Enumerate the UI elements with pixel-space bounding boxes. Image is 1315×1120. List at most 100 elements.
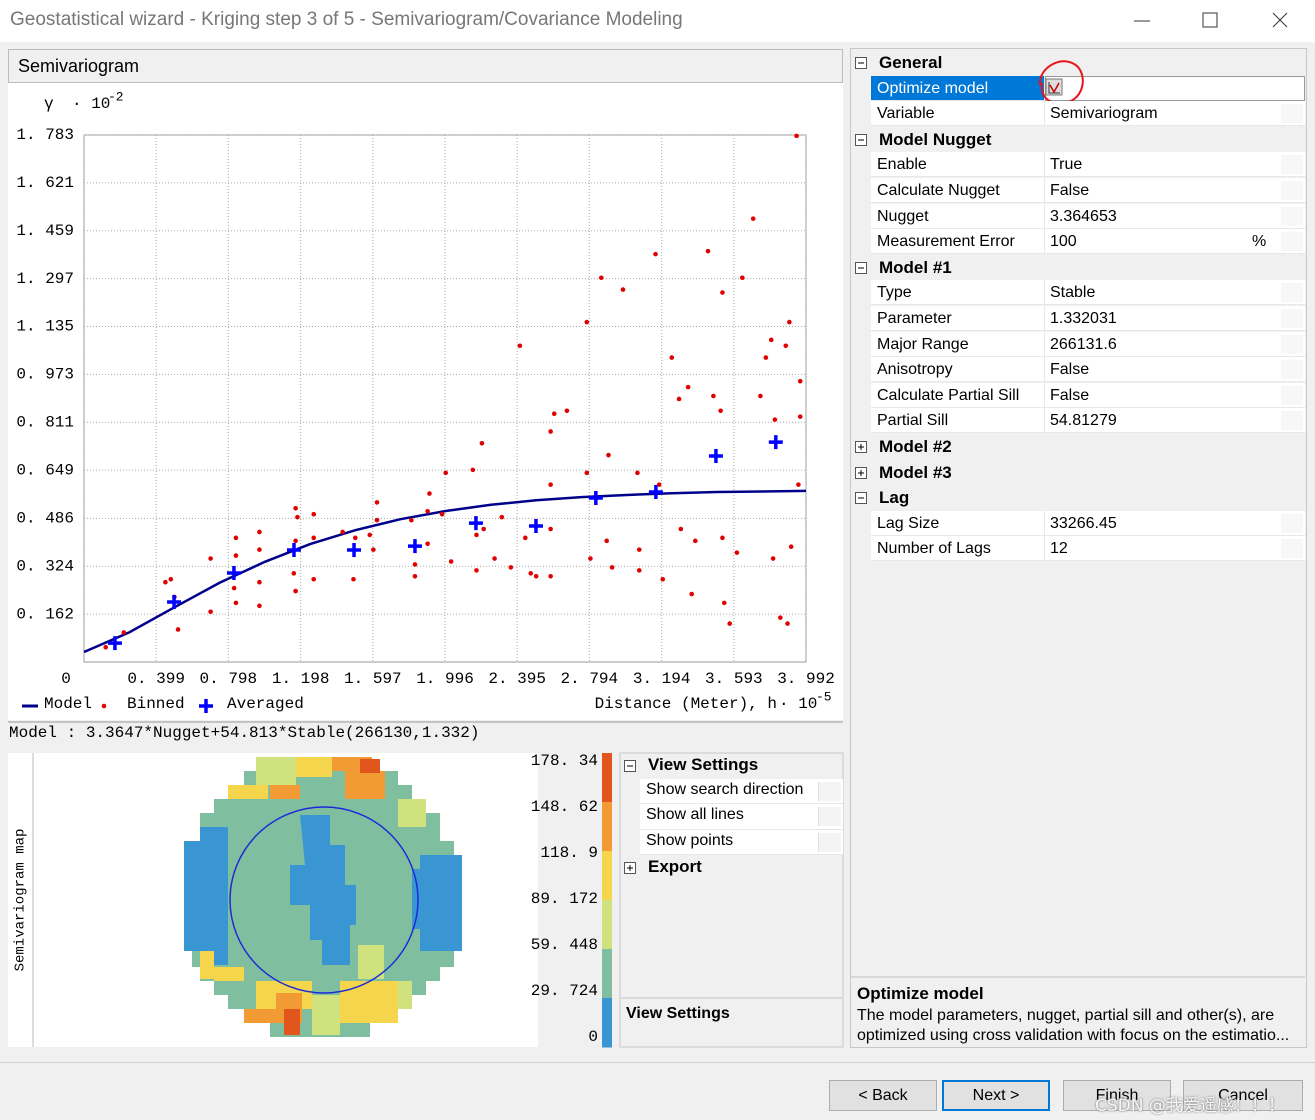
x-tick-label: 1. 597: [344, 670, 402, 688]
binned-point: [163, 579, 168, 585]
averaged-point: [528, 519, 543, 534]
maximize-button[interactable]: [1202, 12, 1218, 28]
property-value[interactable]: [1038, 60, 1305, 104]
property-button[interactable]: [1281, 513, 1303, 533]
averaged-point: [347, 542, 362, 557]
binned-point: [635, 470, 640, 476]
legend-swatch: [101, 703, 107, 709]
property-value[interactable]: 1.332031: [1045, 306, 1305, 331]
property-name: Measurement Error: [871, 229, 1045, 255]
property-row[interactable]: Parameter 1.332031: [851, 306, 1305, 332]
property-row[interactable]: Calculate Partial Sill False: [851, 382, 1305, 409]
setting-button[interactable]: [818, 807, 841, 827]
section-header[interactable]: General: [851, 50, 1305, 76]
binned-point: [768, 337, 774, 343]
property-row[interactable]: Number of Lags 12: [851, 536, 1305, 562]
property-grid: General Optimize model Variable Semivariogr…: [851, 50, 1305, 570]
section-header[interactable]: Model #1: [851, 254, 1305, 281]
expand-toggle[interactable]: [855, 466, 867, 479]
averaged-point: [648, 485, 663, 500]
binned-point: [470, 467, 476, 473]
property-value[interactable]: 33266.45: [1045, 510, 1305, 536]
property-value[interactable]: 12: [1045, 536, 1305, 562]
binned-point: [439, 511, 445, 517]
binned-point: [231, 585, 237, 591]
property-button[interactable]: [1281, 385, 1303, 405]
property-row[interactable]: Anisotropy False: [851, 357, 1305, 383]
property-button[interactable]: [1281, 334, 1303, 354]
property-row[interactable]: Partial Sill 54.81279: [851, 408, 1305, 434]
property-value[interactable]: 266131.6: [1045, 331, 1305, 357]
property-row[interactable]: Measurement Error 100%: [851, 229, 1305, 255]
property-row[interactable]: Type Stable: [851, 280, 1305, 306]
back-button[interactable]: < Back: [829, 1080, 937, 1111]
property-row[interactable]: Optimize model: [851, 60, 1305, 104]
property-value[interactable]: 3.364653: [1045, 203, 1305, 229]
property-button[interactable]: [1281, 283, 1303, 303]
cancel-button[interactable]: Cancel: [1183, 1080, 1303, 1111]
setting-row[interactable]: Show all lines: [640, 804, 843, 830]
property-value[interactable]: Semivariogram: [1045, 101, 1305, 127]
y-tick-label: 0. 973: [16, 366, 74, 384]
property-row[interactable]: Calculate Nugget False: [851, 178, 1305, 204]
setting-row[interactable]: Show points: [640, 829, 843, 856]
property-value-text: 100: [1050, 233, 1077, 251]
setting-button[interactable]: [818, 832, 841, 852]
expand-toggle[interactable]: [624, 862, 636, 875]
property-button[interactable]: [1281, 539, 1303, 559]
y-tick-label: 0. 811: [16, 414, 74, 432]
optimize-button[interactable]: [1034, 49, 1094, 109]
expand-toggle[interactable]: [855, 261, 867, 274]
binned-point: [720, 535, 725, 541]
property-value[interactable]: False: [1045, 357, 1305, 383]
binned-point: [508, 565, 514, 570]
window-controls[interactable]: [1120, 0, 1315, 42]
property-value[interactable]: True: [1045, 152, 1305, 178]
finish-button[interactable]: Finish: [1063, 1080, 1171, 1111]
next-button[interactable]: Next >: [942, 1080, 1050, 1111]
expand-toggle[interactable]: [855, 441, 867, 453]
binned-point: [499, 514, 505, 520]
expand-toggle[interactable]: [624, 760, 636, 772]
property-button[interactable]: [1281, 181, 1303, 200]
averaged-point: [468, 516, 483, 531]
property-button[interactable]: [1281, 232, 1303, 252]
section-header[interactable]: Model #2: [851, 434, 1305, 460]
setting-row[interactable]: Show search direction: [640, 778, 843, 805]
property-button[interactable]: [1281, 360, 1303, 380]
property-button[interactable]: [1281, 104, 1303, 124]
property-row[interactable]: Variable Semivariogram: [851, 101, 1305, 127]
close-button[interactable]: [1272, 12, 1288, 28]
binned-point: [609, 565, 615, 570]
section-header[interactable]: Model #3: [851, 459, 1305, 486]
property-value[interactable]: 100%: [1045, 229, 1305, 255]
property-name: Parameter: [871, 306, 1045, 331]
property-row[interactable]: Enable True: [851, 152, 1305, 178]
y-tick-label: 1. 783: [16, 126, 74, 144]
section-header[interactable]: Export: [620, 855, 843, 881]
colorbar-segment: [602, 753, 612, 803]
property-value[interactable]: 54.81279: [1045, 408, 1305, 434]
expand-toggle[interactable]: [855, 492, 867, 505]
property-value[interactable]: Stable: [1045, 280, 1305, 306]
section-header[interactable]: Lag: [851, 485, 1305, 511]
y-axis-label: γ: [44, 95, 54, 113]
property-button[interactable]: [1281, 206, 1303, 226]
colorbar-tick-label: 59. 448: [531, 936, 598, 954]
expand-toggle[interactable]: [855, 133, 867, 146]
property-value[interactable]: False: [1045, 178, 1305, 203]
section-header[interactable]: Model Nugget: [851, 126, 1305, 153]
property-button[interactable]: [1281, 155, 1303, 175]
title-bar: Geostatistical wizard - Kriging step 3 o…: [0, 0, 1315, 42]
binned-point: [676, 396, 682, 402]
property-row[interactable]: Major Range 266131.6: [851, 331, 1305, 358]
property-row[interactable]: Nugget 3.364653: [851, 203, 1305, 230]
property-button[interactable]: [1281, 309, 1303, 328]
expand-toggle[interactable]: [855, 57, 867, 69]
y-tick-label: 0. 324: [16, 557, 74, 575]
property-value[interactable]: False: [1045, 382, 1305, 408]
setting-button[interactable]: [818, 781, 841, 801]
property-row[interactable]: Lag Size 33266.45: [851, 510, 1305, 537]
section-header[interactable]: View Settings: [620, 753, 843, 779]
property-button[interactable]: [1281, 411, 1303, 431]
